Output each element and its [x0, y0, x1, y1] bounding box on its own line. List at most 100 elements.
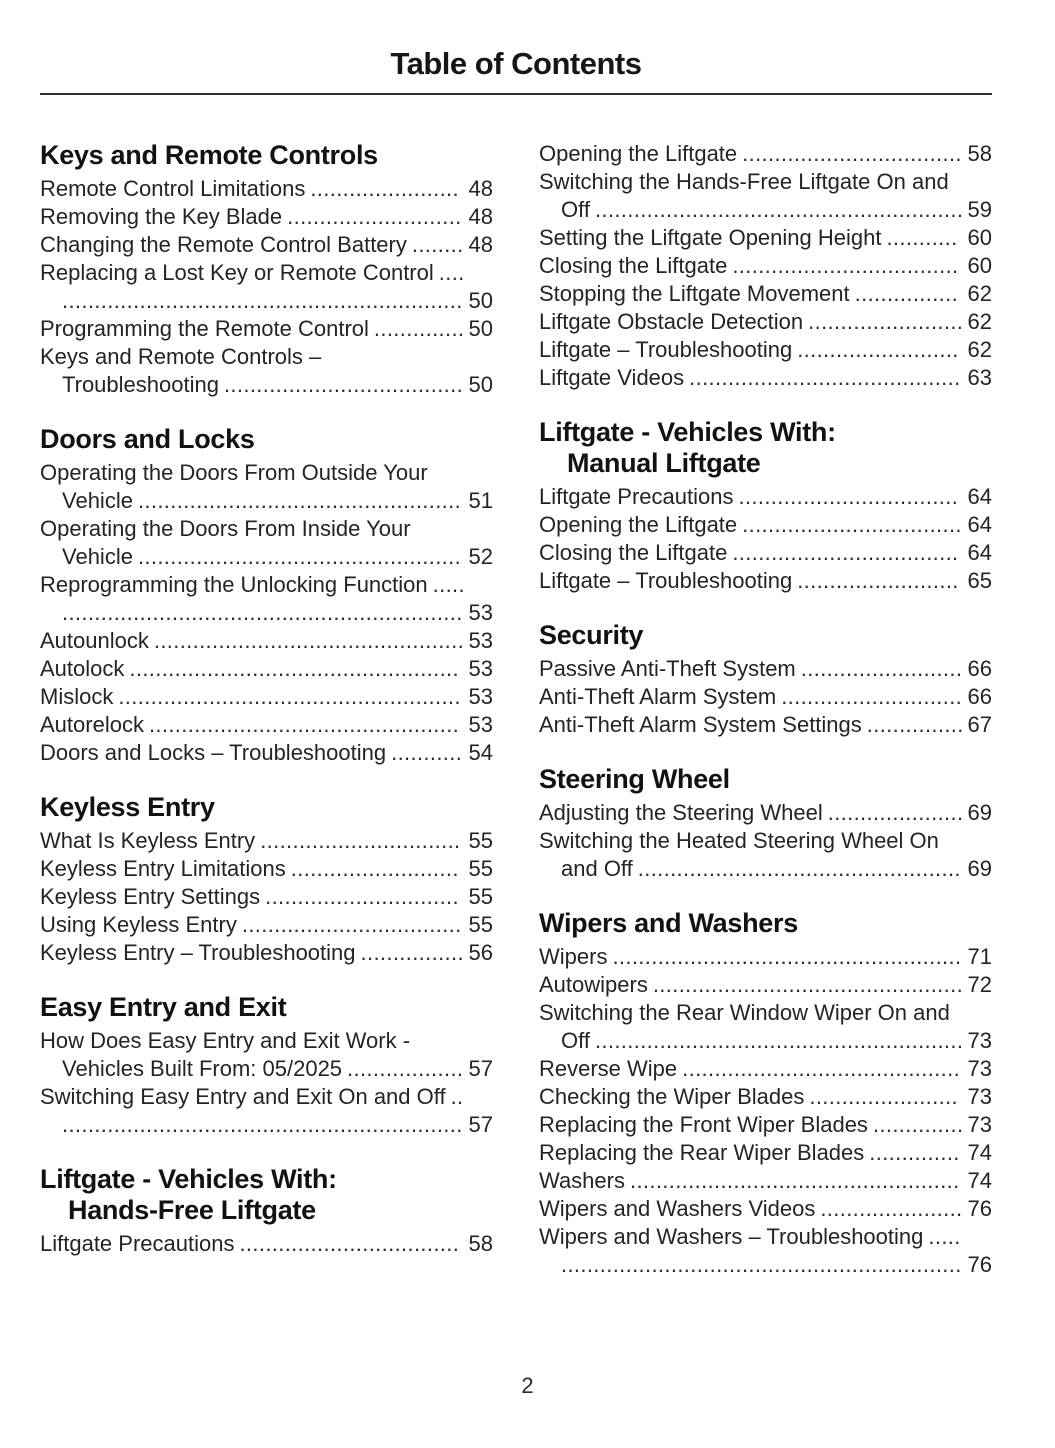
toc-entry: Remote Control Limitations .​.​.​.​.​.​.​… — [40, 175, 493, 203]
leader-dots: .​.​.​.​.​.​.​.​.​.​.​.​.​.​.​.​.​.​.​.​… — [129, 656, 459, 681]
toc-entry: Using Keyless Entry .​.​.​.​.​.​.​.​.​.​.… — [40, 911, 493, 939]
entry-label: Autorelock — [40, 712, 144, 737]
entry-page-number: 54 — [468, 740, 493, 765]
leader-dots: .​.​.​.​.​.​.​.​.​.​.​.​.​.​.​.​.​.​.​.​… — [594, 1028, 964, 1053]
entry-label: Switching the Hands-Free Liftgate On and… — [539, 169, 949, 222]
toc-entry: Wipers .​.​.​.​.​.​.​.​.​.​.​.​.​.​.​.​.​… — [539, 943, 992, 971]
entry-page-number: 63 — [967, 365, 992, 390]
entry-page-number: 73 — [967, 1112, 992, 1137]
entry-page-number: 74 — [967, 1140, 992, 1165]
entry-label: Anti-Theft Alarm System Settings — [539, 712, 862, 737]
entry-label: Changing the Remote Control Battery — [40, 232, 407, 257]
section-heading: Doors and Locks — [40, 424, 255, 454]
toc-section: Opening the Liftgate .​.​.​.​.​.​.​.​.​.​… — [539, 140, 992, 392]
entry-page-number: 51 — [468, 488, 493, 513]
leader-dots: .​.​.​.​.​.​.​.​.​.​.​.​.​.​.​.​.​.​.​.​… — [637, 856, 961, 881]
entry-page-number: 59 — [967, 197, 992, 222]
leader-dots: .​.​.​.​.​.​.​.​.​.​.​.​.​.​.​.​.​.​.​.​… — [732, 253, 959, 278]
entry-page-number: 73 — [967, 1056, 992, 1081]
toc-entry: Operating the Doors From Inside Your Veh… — [40, 515, 493, 571]
entry-label: Anti-Theft Alarm System — [539, 684, 777, 709]
entry-label: Washers — [539, 1168, 625, 1193]
entry-page-number: 48 — [468, 232, 493, 257]
toc-entry: Keyless Entry Limitations .​.​.​.​.​.​.​.… — [40, 855, 493, 883]
section-heading: Wipers and Washers — [539, 908, 798, 938]
section-heading: Keys and Remote Controls — [40, 140, 378, 170]
leader-dots: .​.​.​.​.​.​.​.​.​.​.​.​.​.​.​.​.​.​.​.​… — [137, 544, 462, 569]
section-heading: Liftgate - Vehicles With: Hands-Free Lif… — [40, 1164, 337, 1225]
leader-dots: .​.​.​.​.​.​.​.​.​.​.​.​.​.​.​.​.​.​.​.​… — [265, 884, 459, 909]
entry-page-number: 69 — [967, 800, 992, 825]
entry-page-number: 52 — [468, 544, 493, 569]
entry-page-number: 66 — [967, 656, 992, 681]
entry-label: Autounlock — [40, 628, 149, 653]
leader-dots: .​.​.​.​.​.​.​.​.​.​.​.​.​.​.​.​.​.​.​.​… — [742, 141, 962, 166]
leader-dots: .​.​.​.​.​.​.​.​.​.​.​.​.​.​.​.​.​.​.​.​… — [742, 512, 962, 537]
toc-entry: Operating the Doors From Outside Your Ve… — [40, 459, 493, 515]
toc-entry: Doors and Locks – Troubleshooting .​.​.​.… — [40, 739, 493, 767]
leader-dots: .​.​.​.​.​.​.​.​.​.​.​.​.​.​.​.​.​.​.​.​… — [62, 1084, 464, 1137]
entry-label: Switching the Rear Window Wiper On and O… — [539, 1000, 950, 1053]
toc-entry: Switching the Heated Steering Wheel On a… — [539, 827, 992, 883]
toc-entry: Switching Easy Entry and Exit On and Off… — [40, 1083, 493, 1139]
entry-label: Passive Anti-Theft System — [539, 656, 796, 681]
entry-label: Wipers and Washers – Troubleshooting — [539, 1224, 924, 1249]
leader-dots: .​.​.​.​.​.​.​.​.​.​.​.​.​.​.​.​.​.​.​.​… — [800, 656, 963, 681]
entry-page-number: 64 — [967, 540, 992, 565]
leader-dots: .​.​.​.​.​.​.​.​.​.​.​.​.​.​.​.​.​.​.​.​… — [808, 309, 964, 334]
toc-section: Keyless Entry What Is Keyless Entry .​.​.​… — [40, 792, 493, 967]
toc-section: Steering Wheel Adjusting the Steering Whe… — [539, 764, 992, 883]
toc-entry: Switching the Hands-Free Liftgate On and… — [539, 168, 992, 224]
toc-entry: Reverse Wipe .​.​.​.​.​.​.​.​.​.​.​.​.​.​… — [539, 1055, 992, 1083]
leader-dots: .​.​.​.​.​.​.​.​.​.​.​.​.​.​.​.​.​.​ — [347, 1056, 464, 1081]
entry-page-number: 53 — [468, 712, 493, 737]
section-heading: Liftgate - Vehicles With: Manual Liftgat… — [539, 417, 836, 478]
toc-entry: Mislock .​.​.​.​.​.​.​.​.​.​.​.​.​.​.​.​.… — [40, 683, 493, 711]
page-content: Table of Contents Keys and Remote Contro… — [40, 0, 992, 1304]
entry-label: What Is Keyless Entry — [40, 828, 256, 853]
entry-page-number: 58 — [967, 141, 992, 166]
entry-page-number: 74 — [967, 1168, 992, 1193]
entry-label: Liftgate Precautions — [539, 484, 734, 509]
entry-label: Setting the Liftgate Opening Height — [539, 225, 882, 250]
entry-label: Liftgate Precautions — [40, 1231, 235, 1256]
entry-label: Mislock — [40, 684, 114, 709]
entry-label: Autolock — [40, 656, 125, 681]
toc-entry: Keys and Remote Controls – Troubleshooti… — [40, 343, 493, 399]
entry-page-number: 73 — [967, 1084, 992, 1109]
toc-section: Liftgate - Vehicles With: Manual Liftgat… — [539, 417, 992, 595]
entry-page-number: 48 — [468, 176, 493, 201]
entry-label: Opening the Liftgate — [539, 141, 738, 166]
entry-label: Replacing the Front Wiper Blades — [539, 1112, 868, 1137]
leader-dots: .​.​.​.​.​.​.​.​.​.​.​.​.​.​.​.​.​.​.​.​… — [738, 484, 959, 509]
leader-dots: .​.​.​.​.​.​.​.​.​.​.​.​.​.​.​.​.​.​.​.​… — [260, 828, 461, 853]
entry-label: Reverse Wipe — [539, 1056, 678, 1081]
entry-page-number: 64 — [967, 512, 992, 537]
entry-page-number: 60 — [967, 253, 992, 278]
entry-page-number: 65 — [967, 568, 992, 593]
entry-label: Operating the Doors From Inside Your Veh… — [40, 516, 411, 569]
entry-page-number: 62 — [967, 309, 992, 334]
entry-label: Wipers — [539, 944, 608, 969]
entry-label: Keyless Entry Settings — [40, 884, 261, 909]
entry-page-number: 62 — [967, 337, 992, 362]
toc-entry: Autowipers .​.​.​.​.​.​.​.​.​.​.​.​.​.​.​… — [539, 971, 992, 999]
leader-dots: .​.​.​.​.​.​.​.​.​.​.​.​.​.​.​.​.​.​.​.​… — [629, 1168, 960, 1193]
entry-page-number: 53 — [468, 628, 493, 653]
toc-entry: Switching the Rear Window Wiper On and O… — [539, 999, 992, 1055]
leader-dots: .​.​.​.​.​.​.​.​.​.​.​ — [886, 225, 958, 250]
entry-page-number: 67 — [967, 712, 992, 737]
page-number: 2 — [521, 1373, 534, 1398]
toc-entry: Setting the Liftgate Opening Height .​.​.… — [539, 224, 992, 252]
leader-dots: .​.​.​.​.​.​.​.​.​.​.​.​.​.​.​.​.​.​.​.​… — [310, 176, 459, 201]
toc-entry: Liftgate Videos .​.​.​.​.​.​.​.​.​.​.​.​.… — [539, 364, 992, 392]
leader-dots: .​.​.​.​.​.​.​.​.​.​.​.​.​.​.​.​.​.​.​.​… — [781, 684, 963, 709]
entry-page-number: 62 — [967, 281, 992, 306]
toc-entry: Closing the Liftgate .​.​.​.​.​.​.​.​.​.​… — [539, 252, 992, 280]
toc-section: Wipers and Washers Wipers .​.​.​.​.​.​.​.​… — [539, 908, 992, 1279]
entry-page-number: 48 — [468, 204, 493, 229]
toc-entry: Liftgate Obstacle Detection .​.​.​.​.​.​.… — [539, 308, 992, 336]
entry-label: Autowipers — [539, 972, 648, 997]
entry-label: Doors and Locks – Troubleshooting — [40, 740, 387, 765]
